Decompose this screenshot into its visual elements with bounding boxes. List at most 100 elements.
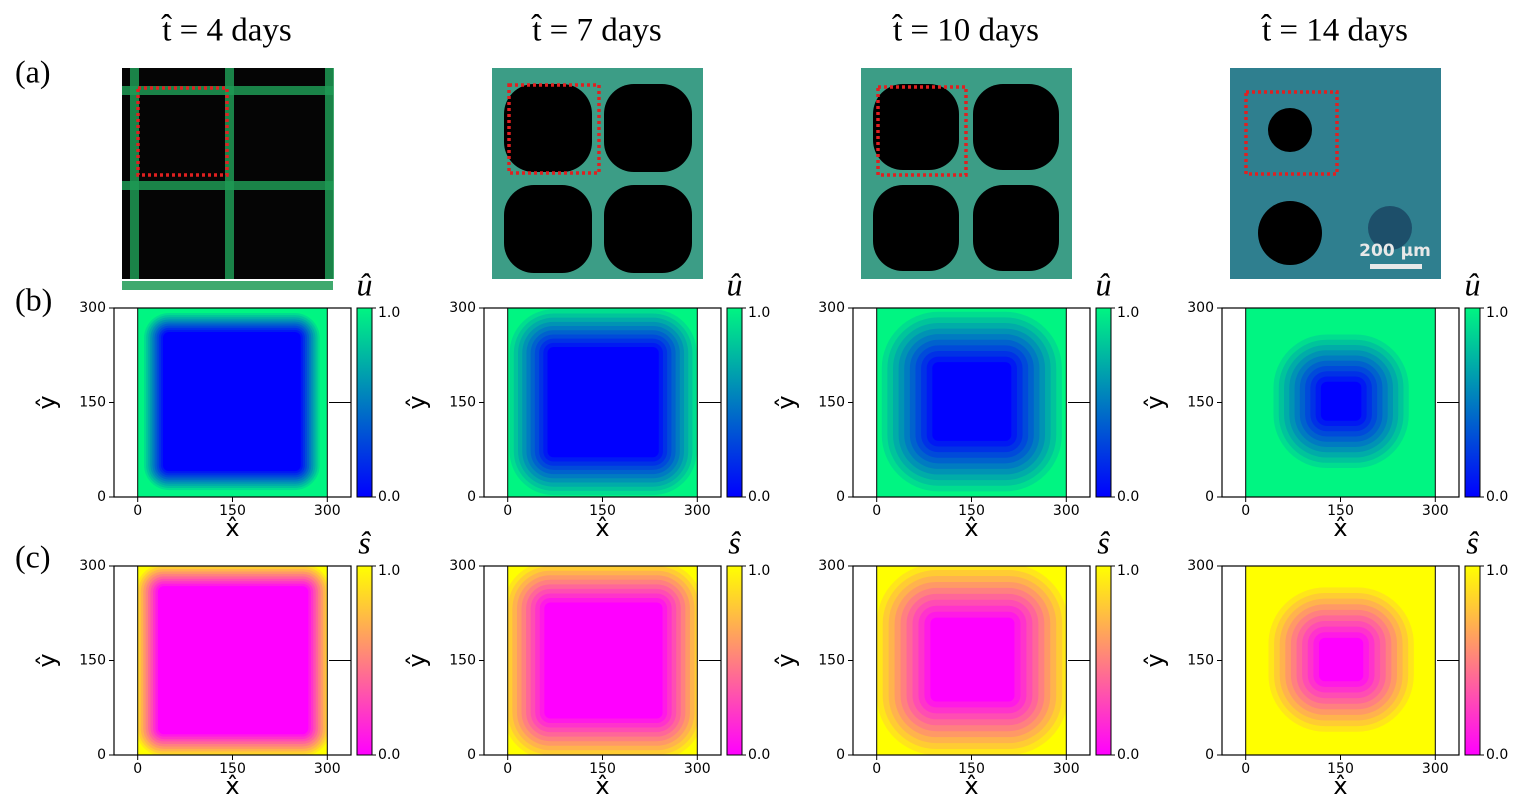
region-box [136,86,229,177]
contour-level [547,347,659,458]
x-axis-label: x̂ [225,514,239,542]
micrograph [492,68,703,279]
scale-bar-label: 200 μm [1359,241,1431,261]
hole [1258,201,1322,265]
y-tick-label: 150 [818,653,845,669]
x-tick-label: 0 [872,761,881,777]
colorbar-tick-label: 0.0 [378,489,400,505]
hole [973,185,1059,271]
x-axis-label: x̂ [595,514,609,542]
y-tick-label: 150 [449,653,476,669]
y-tick-label: 300 [79,558,106,574]
contour-level [157,586,309,735]
x-tick-label: 150 [958,503,985,519]
y-axis-label: ŷ [772,395,800,409]
x-tick-label: 0 [503,761,512,777]
colorbar [356,307,373,498]
colorbar-tick-label: 0.0 [748,747,770,763]
panel-label: (a) [15,53,51,89]
region-box [507,83,601,175]
y-tick-label: 150 [1187,395,1214,411]
field [137,566,328,755]
colorbar-tick-label: 1.0 [748,305,770,321]
x-tick-label: 0 [1241,503,1250,519]
field [1245,308,1436,497]
hole [604,84,692,172]
colorbar-tick-label: 1.0 [378,305,400,321]
fiber [122,281,333,290]
colorbar [1095,565,1112,756]
x-axis-label: x̂ [595,772,609,800]
x-axis-label: x̂ [1333,514,1347,542]
y-tick-label: 150 [1187,653,1214,669]
colorbar [726,565,743,756]
x-axis-label: x̂ [225,772,239,800]
region-box [876,85,968,177]
y-axis-label: ŷ [403,395,431,409]
field [507,308,698,497]
colorbar-title: û [357,266,373,302]
y-tick-label: 150 [79,653,106,669]
colorbar-tick-label: 1.0 [1117,305,1139,321]
fiber [325,68,334,279]
micrograph [1230,68,1441,279]
colorbar-tick-label: 0.0 [1486,489,1508,505]
region-box [1244,90,1339,176]
hole [873,185,959,271]
x-axis-label: x̂ [964,772,978,800]
colorbar-title: û [1465,266,1481,302]
y-axis-label: ŷ [403,653,431,667]
colorbar-tick-label: 1.0 [1486,563,1508,579]
hole [973,84,1059,170]
hole [504,84,592,172]
x-tick-label: 0 [872,503,881,519]
hole [1268,108,1312,152]
y-tick-label: 0 [836,489,845,505]
x-tick-label: 150 [589,761,616,777]
y-tick-label: 0 [97,489,106,505]
x-tick-label: 300 [1422,503,1449,519]
y-axis-label: ŷ [1141,395,1169,409]
x-tick-label: 0 [1241,761,1250,777]
colorbar-title: û [1096,266,1112,302]
colorbar [356,565,373,756]
colorbar-tick-label: 0.0 [1486,747,1508,763]
colorbar [1095,307,1112,498]
y-tick-label: 0 [1205,489,1214,505]
contour-level [544,602,663,719]
colorbar-tick-label: 0.0 [1117,489,1139,505]
x-tick-label: 150 [589,503,616,519]
y-tick-label: 0 [1205,747,1214,763]
y-tick-label: 0 [97,747,106,763]
column-title: t̂ = 10 days [891,13,1039,49]
y-tick-label: 150 [79,395,106,411]
x-axis-label: x̂ [964,514,978,542]
x-axis-label: x̂ [1333,772,1347,800]
contour-level [1319,637,1364,682]
x-tick-label: 150 [1327,503,1354,519]
scale-bar [1370,264,1422,269]
y-tick-label: 0 [467,489,476,505]
column-title: t̂ = 4 days [161,13,292,49]
x-tick-label: 300 [684,761,711,777]
y-axis-label: ŷ [772,653,800,667]
y-tick-label: 300 [1187,558,1214,574]
field [137,308,328,497]
y-tick-label: 0 [467,747,476,763]
fiber [122,181,333,190]
contour-level [1320,381,1362,421]
colorbar-title: û [727,266,743,302]
colorbar [1464,565,1481,756]
x-tick-label: 150 [958,761,985,777]
x-tick-label: 300 [314,761,341,777]
x-tick-label: 300 [684,503,711,519]
colorbar-title: ŝ [1097,524,1110,560]
x-tick-label: 0 [133,761,142,777]
colorbar-tick-label: 1.0 [1486,305,1508,321]
micrograph [861,68,1072,279]
x-tick-label: 150 [219,761,246,777]
contour-level [932,362,1012,441]
micrograph [122,68,334,290]
